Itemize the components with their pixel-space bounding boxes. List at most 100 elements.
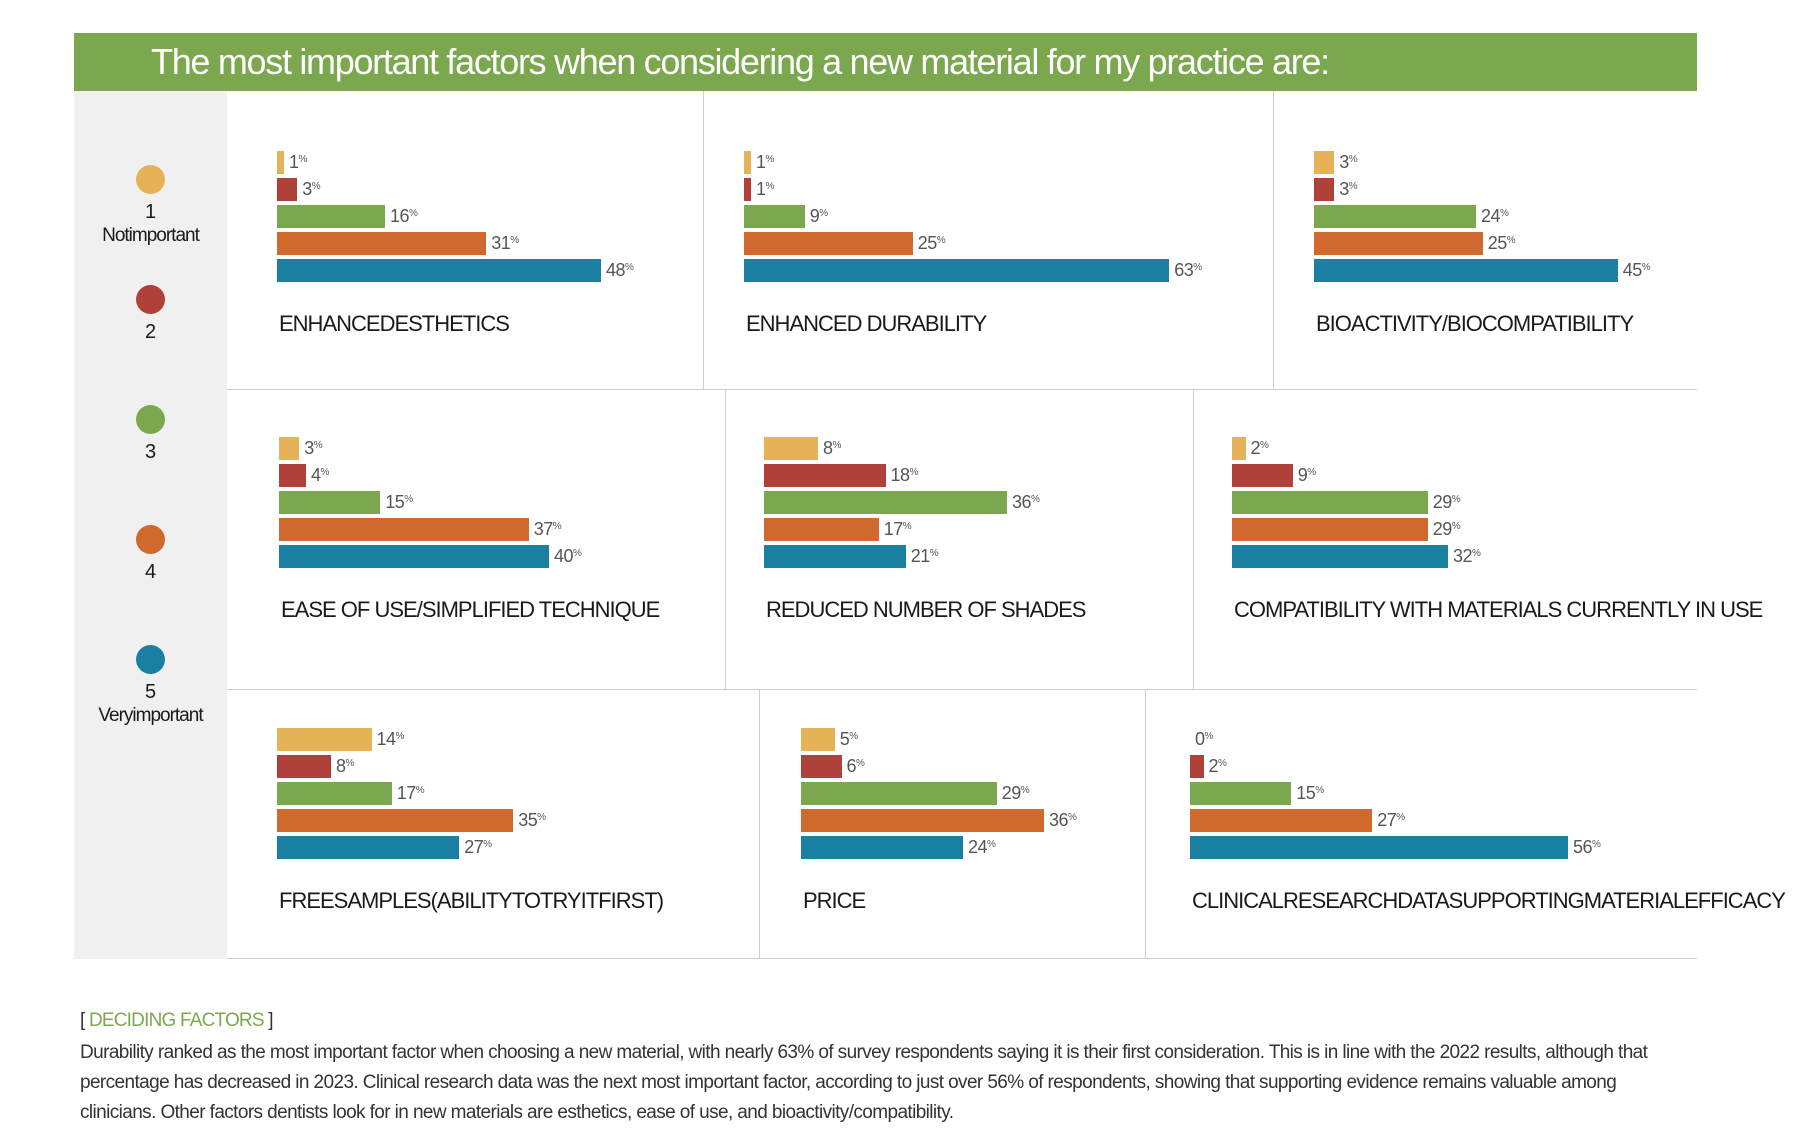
bar-level-2	[279, 464, 306, 487]
bar-value-label: 27%	[1377, 810, 1405, 830]
panel-title: COMPATIBILITY WITH MATERIALS CURRENTLY I…	[1234, 597, 1763, 622]
bar-level-2	[764, 464, 886, 487]
legend-item-2: 2	[74, 285, 227, 344]
panel-title: EASE OF USE/SIMPLIFIED TECHNIQUE	[281, 597, 660, 622]
panel-title: REDUCED NUMBER OF SHADES	[766, 597, 1086, 622]
bar-level-2	[1190, 755, 1204, 778]
bar-value-label: 25%	[917, 233, 946, 253]
bar-value-label: 3%	[1339, 179, 1358, 199]
bar-level-1	[1314, 151, 1335, 174]
bar-level-3	[764, 491, 1007, 514]
caption-heading: [ DECIDING FACTORS ]	[80, 1010, 274, 1032]
bar-level-1	[801, 728, 835, 751]
bar-level-2	[277, 755, 331, 778]
bar-level-1	[279, 437, 300, 460]
bar-value-label: 1%	[756, 179, 774, 199]
bar-level-5	[764, 545, 906, 568]
bar-level-2	[1314, 178, 1335, 201]
bar-value-label: 35%	[518, 810, 546, 830]
bar-value-label: 14%	[376, 729, 405, 749]
bar-value-label: 4%	[311, 465, 329, 485]
bar-value-label: 31%	[491, 233, 519, 253]
bar-value-label: 56%	[1573, 837, 1601, 857]
bar-level-4	[277, 809, 514, 832]
legend-description: Notimportant	[102, 225, 200, 246]
bar-value-label: 37%	[533, 519, 562, 539]
bar-value-label: 24%	[968, 837, 996, 857]
bar-level-5	[1232, 545, 1448, 568]
caption-heading-text: DECIDING FACTORS	[88, 1010, 265, 1031]
bar-value-label: 17%	[883, 519, 912, 539]
panel-title: ENHANCEDESTHETICS	[279, 311, 510, 336]
legend-item-4: 4	[74, 525, 227, 584]
bar-value-label: 48%	[606, 260, 634, 280]
bar-value-label: 9%	[809, 206, 828, 226]
bar-value-label: 5%	[839, 729, 858, 749]
bar-value-label: 45%	[1622, 260, 1651, 280]
bar-level-5	[279, 545, 549, 568]
bar-value-label: 25%	[1487, 233, 1516, 253]
bar-value-label: 2%	[1208, 756, 1227, 776]
bar-level-3	[279, 491, 381, 514]
col-divider	[1273, 91, 1274, 389]
panel-title: FREESAMPLES(ABILITYTOTRYITFIRST)	[279, 888, 664, 913]
bar-value-label: 36%	[1049, 810, 1077, 830]
legend-dot-icon	[136, 405, 165, 434]
bar-value-label: 6%	[846, 756, 865, 776]
title-bar: The most important factors when consider…	[74, 33, 1697, 91]
legend-dot-icon	[136, 285, 165, 314]
bracket-open: [	[80, 1010, 89, 1031]
col-divider	[1193, 389, 1194, 689]
bar-level-2	[1232, 464, 1293, 487]
bar-level-1	[277, 151, 284, 174]
panel-title: PRICE	[803, 888, 866, 913]
legend-level: 1	[144, 201, 157, 223]
panel-title: BIOACTIVITY/BIOCOMPATIBILITY	[1316, 311, 1634, 336]
bar-value-label: 21%	[910, 546, 939, 566]
bar-level-4	[764, 518, 879, 541]
bar-level-4	[744, 232, 913, 255]
bar-value-label: 2%	[1250, 438, 1269, 458]
bar-value-label: 29%	[1432, 492, 1461, 512]
bar-level-5	[277, 259, 601, 282]
bar-value-label: 24%	[1481, 206, 1509, 226]
bar-level-5	[801, 836, 963, 859]
bar-value-label: 1%	[289, 152, 307, 172]
legend-dot-icon	[136, 525, 165, 554]
bar-value-label: 29%	[1001, 783, 1030, 803]
legend-item-5: 5 Veryimportant	[74, 645, 227, 728]
bar-level-1	[764, 437, 818, 460]
col-divider	[1145, 689, 1146, 958]
panel-title: ENHANCED DURABILITY	[746, 311, 987, 336]
bar-level-5	[1190, 836, 1568, 859]
bar-value-label: 63%	[1174, 260, 1202, 280]
legend: 1 Notimportant 2 3 4 5 Veryimportant	[74, 91, 227, 959]
bar-value-label: 29%	[1432, 519, 1461, 539]
bracket-close: ]	[263, 1010, 273, 1031]
bar-value-label: 0%	[1195, 729, 1213, 749]
bar-level-1	[277, 728, 372, 751]
bar-value-label: 1%	[756, 152, 774, 172]
row-divider	[227, 958, 1697, 959]
col-divider	[759, 689, 760, 958]
bar-value-label: 15%	[385, 492, 413, 512]
bar-level-2	[801, 755, 842, 778]
bar-level-5	[277, 836, 460, 859]
bar-level-4	[277, 232, 487, 255]
bar-level-1	[1232, 437, 1246, 460]
bar-level-4	[1232, 518, 1428, 541]
bar-value-label: 3%	[302, 179, 321, 199]
legend-description: Veryimportant	[98, 705, 203, 726]
legend-item-3: 3	[74, 405, 227, 464]
bar-level-4	[1190, 809, 1373, 832]
bar-value-label: 8%	[823, 438, 841, 458]
bar-value-label: 32%	[1453, 546, 1481, 566]
bar-value-label: 18%	[890, 465, 919, 485]
legend-level: 3	[144, 441, 157, 463]
bar-value-label: 3%	[304, 438, 323, 458]
bar-level-2	[277, 178, 298, 201]
bar-value-label: 15%	[1296, 783, 1324, 803]
bar-level-4	[801, 809, 1044, 832]
bar-value-label: 8%	[336, 756, 354, 776]
legend-level: 2	[144, 321, 157, 343]
